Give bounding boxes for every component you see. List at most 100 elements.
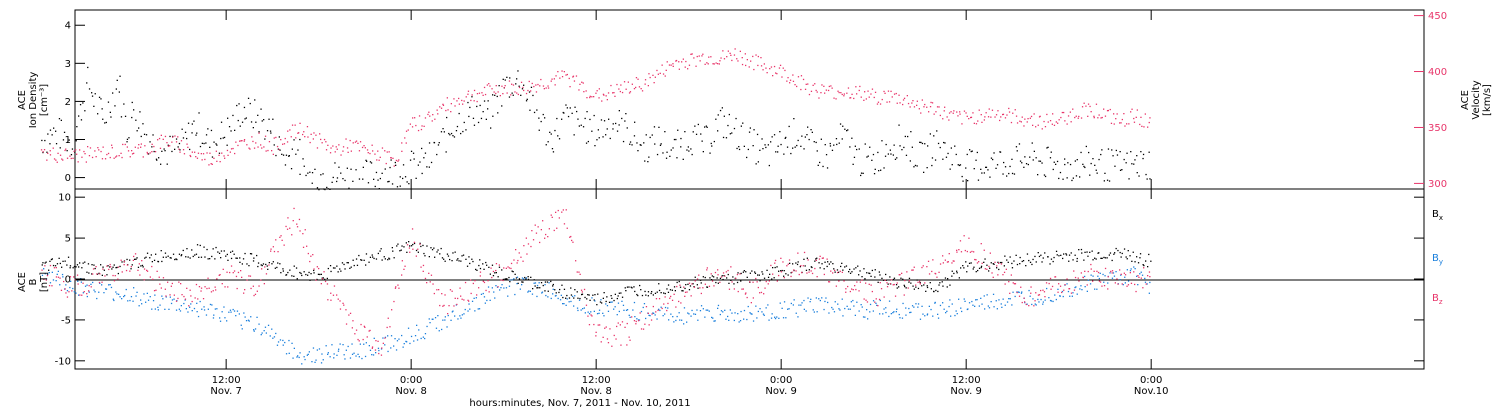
density-point-288 <box>497 112 499 114</box>
velocity-point-311 <box>520 81 523 83</box>
bx-point-365 <box>603 292 605 294</box>
velocity-point-570 <box>920 112 922 114</box>
velocity-point-25 <box>79 149 81 151</box>
by-point-231 <box>396 340 399 342</box>
by-point-622 <box>1000 303 1002 305</box>
velocity-point-518 <box>840 92 842 94</box>
bz-point-178 <box>315 279 317 281</box>
velocity-point-86 <box>174 135 176 137</box>
by-point-554 <box>895 311 897 313</box>
by-point-596 <box>960 307 962 309</box>
velocity-point-438 <box>717 63 719 65</box>
density-point-608 <box>990 157 993 159</box>
density-point-244 <box>428 142 431 144</box>
bx-point-266 <box>451 260 453 262</box>
bx-point-105 <box>203 246 205 248</box>
bx-point-295 <box>495 272 497 274</box>
by-point-670 <box>1074 286 1076 289</box>
by-point-555 <box>896 308 898 310</box>
bx-point-645 <box>1035 261 1037 263</box>
velocity-point-343 <box>569 86 571 88</box>
velocity-point-70 <box>149 152 151 154</box>
bz-point-283 <box>478 287 480 289</box>
bx-point-456 <box>743 270 745 272</box>
velocity-point-441 <box>720 57 722 59</box>
by-point-129 <box>240 324 242 326</box>
by-point-426 <box>697 319 699 321</box>
by-point-510 <box>827 301 829 304</box>
density-point-21 <box>74 151 76 153</box>
bx-point-108 <box>207 258 209 260</box>
bx-point-284 <box>479 259 481 261</box>
bx-point-96 <box>189 257 191 259</box>
bx-point-353 <box>586 298 588 300</box>
by-point-314 <box>525 277 528 279</box>
bx-point-351 <box>581 293 584 295</box>
by-point-223 <box>384 336 387 338</box>
density-point-56 <box>126 138 129 140</box>
density-point-592 <box>966 153 968 156</box>
velocity-point-719 <box>1149 117 1151 119</box>
velocity-point-437 <box>715 62 717 64</box>
by-point-408 <box>670 313 672 315</box>
bz-point-556 <box>898 274 900 276</box>
bz-point-30 <box>88 290 90 292</box>
bz-point-470 <box>765 280 767 283</box>
bx-point-592 <box>953 272 955 275</box>
by-point-453 <box>739 320 742 322</box>
density-point-548 <box>898 124 900 126</box>
density-point-45 <box>110 116 112 118</box>
bz-point-199 <box>348 314 350 316</box>
bz-point-26 <box>81 294 83 296</box>
by-point-567 <box>915 303 917 305</box>
bz-point-319 <box>532 239 535 241</box>
bz-point-221 <box>381 347 383 349</box>
density-point-590 <box>962 180 964 182</box>
bz-point-3 <box>45 279 47 281</box>
by-point-530 <box>858 310 860 312</box>
velocity-point-51 <box>120 152 122 154</box>
velocity-point-345 <box>572 75 575 77</box>
bx-point-603 <box>970 262 972 264</box>
bx-point-222 <box>383 256 385 258</box>
bx-point-185 <box>326 277 328 280</box>
b-axis-label: ACE B [nT] <box>17 272 50 292</box>
bx-point-523 <box>848 271 850 273</box>
by-point-512 <box>831 306 833 309</box>
by-point-527 <box>853 305 855 307</box>
velocity-point-623 <box>1002 113 1004 116</box>
velocity-point-424 <box>695 65 697 67</box>
bx-point-671 <box>1076 260 1078 262</box>
by-point-572 <box>922 313 924 315</box>
by-point-262 <box>444 316 446 318</box>
velocity-point-390 <box>641 90 644 92</box>
velocity-point-141 <box>258 132 260 134</box>
bz-point-390 <box>642 328 645 330</box>
by-point-372 <box>614 306 616 308</box>
bz-point-483 <box>786 265 788 267</box>
by-point-672 <box>1076 293 1078 295</box>
velocity-point-379 <box>625 88 627 90</box>
density-point-365 <box>616 130 619 132</box>
by-point-138 <box>253 330 255 332</box>
bz-point-350 <box>580 289 583 291</box>
density-point-169 <box>302 158 304 160</box>
velocity-point-620 <box>997 110 999 112</box>
density-point-447 <box>742 122 744 124</box>
bz-point-700 <box>1120 273 1122 275</box>
density-point-384 <box>645 134 647 136</box>
velocity-point-462 <box>753 68 755 71</box>
bz-point-674 <box>1080 272 1082 274</box>
density-point-190 <box>336 177 339 179</box>
bz-point-452 <box>737 290 739 293</box>
bz-point-494 <box>802 265 804 267</box>
velocity-point-662 <box>1061 111 1063 114</box>
by-point-75 <box>157 306 159 308</box>
density-point-194 <box>344 179 346 182</box>
density-point-379 <box>637 150 639 152</box>
by-point-72 <box>152 300 155 302</box>
bz-point-107 <box>206 287 208 290</box>
density-point-471 <box>779 131 781 133</box>
bz-point-95 <box>188 305 190 307</box>
density-point-558 <box>913 166 915 168</box>
